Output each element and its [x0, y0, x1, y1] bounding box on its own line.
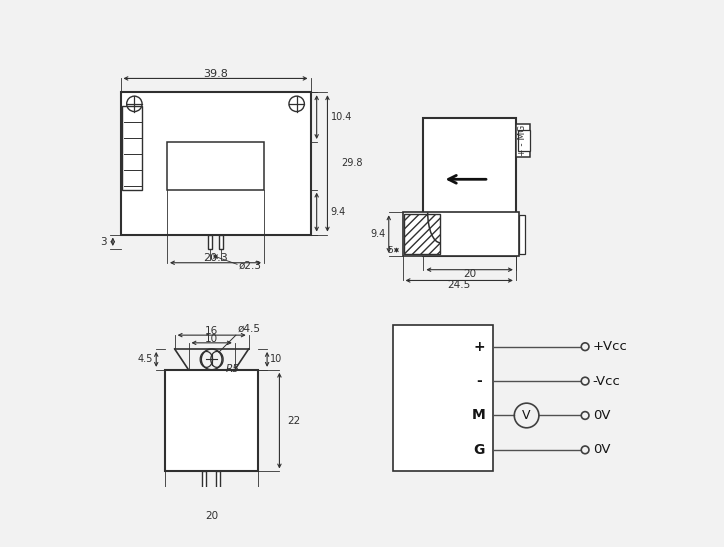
Text: 9.4: 9.4 — [331, 207, 346, 217]
Text: 20: 20 — [463, 269, 476, 280]
Bar — [184, 491, 240, 500]
Text: 10: 10 — [270, 354, 282, 364]
Text: 24.5: 24.5 — [447, 280, 471, 290]
Text: 10: 10 — [205, 334, 218, 344]
Text: 22: 22 — [287, 416, 300, 426]
Text: 20: 20 — [205, 511, 218, 521]
Text: -Vcc: -Vcc — [593, 375, 620, 388]
Bar — [167, 142, 264, 190]
Bar — [208, 235, 212, 249]
Text: G: G — [473, 443, 484, 457]
Bar — [424, 118, 515, 256]
Bar — [216, 472, 220, 491]
Bar — [122, 106, 142, 190]
Bar — [392, 325, 493, 472]
Text: -: - — [476, 374, 481, 388]
Bar — [519, 215, 525, 253]
Text: 16: 16 — [205, 325, 218, 335]
Bar — [219, 235, 223, 249]
Text: 20.3: 20.3 — [203, 253, 228, 263]
Bar — [404, 214, 440, 254]
Bar — [403, 212, 519, 256]
Text: V: V — [522, 409, 531, 422]
Text: 0V: 0V — [593, 409, 610, 422]
Bar — [166, 370, 258, 472]
Text: M: M — [472, 409, 486, 422]
Text: 39.8: 39.8 — [203, 69, 228, 79]
Text: ø4.5: ø4.5 — [237, 324, 261, 334]
Text: + - MG: + - MG — [518, 125, 527, 156]
Text: +: + — [473, 340, 484, 354]
Bar — [518, 130, 530, 152]
Bar — [120, 92, 311, 235]
Text: 9.4: 9.4 — [371, 229, 386, 239]
Text: 5: 5 — [387, 246, 393, 254]
Text: 4.5: 4.5 — [138, 354, 153, 364]
Text: +Vcc: +Vcc — [593, 340, 628, 353]
Text: 10.4: 10.4 — [331, 112, 352, 122]
Text: 0V: 0V — [593, 444, 610, 456]
Text: 3: 3 — [100, 237, 106, 247]
Bar — [203, 472, 206, 491]
Text: ø2.3: ø2.3 — [239, 261, 261, 271]
Text: R5: R5 — [225, 364, 240, 374]
Bar — [515, 124, 530, 156]
Text: 29.8: 29.8 — [341, 159, 363, 168]
